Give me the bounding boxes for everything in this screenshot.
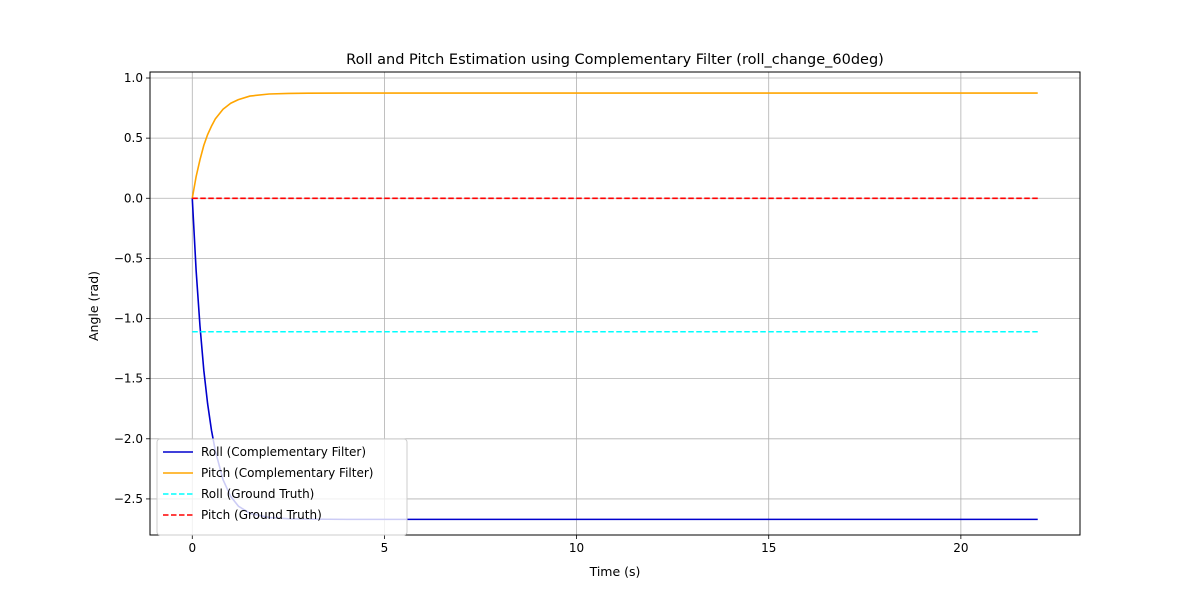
y-tick-label: −2.5: [114, 492, 143, 506]
legend-box: [156, 438, 408, 536]
chart-title: Roll and Pitch Estimation using Compleme…: [346, 52, 884, 68]
x-tick-label: 15: [761, 541, 776, 555]
plot-frame: [149, 71, 1081, 536]
y-tick-label: −2.0: [114, 432, 143, 446]
y-tick-label: −1.0: [114, 312, 143, 326]
y-tick-label: −0.5: [114, 251, 143, 265]
y-tick-label: 1.0: [124, 71, 143, 85]
y-tick-label: −1.5: [114, 372, 143, 386]
x-tick-label: 10: [569, 541, 584, 555]
axis-ticks: 0 5 10 15 20 1.0 0.5 0.0 −0.5 −1.0 −1.5 −2.0 −2.5: [114, 71, 969, 555]
legend-label: Pitch (Complementary Filter): [201, 466, 373, 480]
legend-label: Roll (Ground Truth): [201, 487, 314, 501]
legend: Roll (Complementary Filter) Pitch (Comple…: [156, 438, 408, 536]
x-tick-label: 5: [381, 541, 389, 555]
y-tick-label: 0.5: [124, 131, 143, 145]
y-axis-label: Angle (rad): [86, 271, 101, 341]
x-tick-label: 20: [953, 541, 968, 555]
series-line-2: [191, 92, 1038, 199]
y-tick-label: 0.0: [124, 191, 143, 205]
legend-label: Pitch (Ground Truth): [201, 508, 322, 522]
legend-label: Roll (Complementary Filter): [201, 445, 366, 459]
x-tick-label: 0: [188, 541, 196, 555]
x-axis-label: Time (s): [589, 564, 641, 579]
